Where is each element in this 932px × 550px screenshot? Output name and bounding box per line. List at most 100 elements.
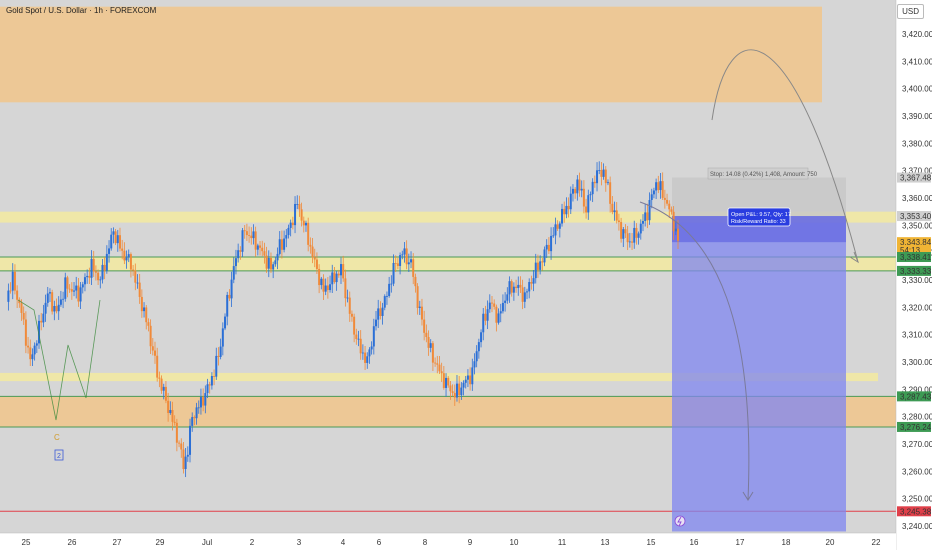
candle[interactable] <box>418 306 421 308</box>
candle[interactable] <box>46 293 49 303</box>
candle[interactable] <box>420 306 423 320</box>
candle[interactable] <box>473 361 476 368</box>
candle[interactable] <box>62 298 65 300</box>
candle[interactable] <box>245 231 248 236</box>
candle[interactable] <box>90 258 93 278</box>
candle[interactable] <box>650 194 653 200</box>
candle[interactable] <box>29 347 32 360</box>
candle[interactable] <box>151 346 154 351</box>
candle[interactable] <box>239 250 242 252</box>
candle[interactable] <box>105 253 108 271</box>
candle[interactable] <box>116 235 119 244</box>
candle[interactable] <box>250 235 253 239</box>
candle[interactable] <box>289 222 292 228</box>
candle[interactable] <box>324 285 327 292</box>
candle[interactable] <box>27 345 30 348</box>
candle[interactable] <box>276 253 279 261</box>
candle[interactable] <box>346 297 349 299</box>
candle[interactable] <box>582 188 585 207</box>
candle[interactable] <box>291 222 294 226</box>
candle[interactable] <box>471 367 474 385</box>
candle[interactable] <box>340 264 342 276</box>
candle[interactable] <box>226 294 229 317</box>
candle[interactable] <box>55 306 58 312</box>
candle[interactable] <box>554 224 557 236</box>
candle[interactable] <box>569 193 572 210</box>
candle[interactable] <box>114 231 117 244</box>
candle[interactable] <box>615 210 618 221</box>
candle[interactable] <box>506 294 509 301</box>
candle[interactable] <box>237 250 240 259</box>
candle[interactable] <box>256 245 259 250</box>
candle[interactable] <box>213 376 216 377</box>
candle[interactable] <box>7 290 10 302</box>
candle[interactable] <box>392 263 395 284</box>
candle[interactable] <box>175 422 178 443</box>
candle[interactable] <box>348 297 351 314</box>
candle[interactable] <box>659 181 662 191</box>
candle[interactable] <box>370 346 373 350</box>
candle[interactable] <box>493 303 496 307</box>
candle[interactable] <box>243 230 246 232</box>
candle[interactable] <box>375 319 378 327</box>
projection-curve-down[interactable] <box>639 201 750 501</box>
candle[interactable] <box>331 272 334 285</box>
candle[interactable] <box>414 276 417 287</box>
candle[interactable] <box>534 262 537 279</box>
candle[interactable] <box>162 386 165 391</box>
candle[interactable] <box>230 279 233 299</box>
candle[interactable] <box>396 263 399 266</box>
candle[interactable] <box>219 346 222 357</box>
candle[interactable] <box>550 235 553 252</box>
candle[interactable] <box>488 302 491 310</box>
candle[interactable] <box>259 245 262 248</box>
candle[interactable] <box>311 246 314 258</box>
candle[interactable] <box>38 320 41 344</box>
candle[interactable] <box>252 231 255 239</box>
candle[interactable] <box>628 241 631 243</box>
candle[interactable] <box>440 371 443 374</box>
candle[interactable] <box>180 443 183 450</box>
candle[interactable] <box>197 407 200 409</box>
candle[interactable] <box>657 182 660 191</box>
candle[interactable] <box>368 349 371 357</box>
candle[interactable] <box>326 285 329 291</box>
candle[interactable] <box>517 284 520 289</box>
candle[interactable] <box>265 255 268 269</box>
candle[interactable] <box>624 229 627 234</box>
candle[interactable] <box>515 286 518 289</box>
candle[interactable] <box>51 292 54 312</box>
candle[interactable] <box>674 228 677 232</box>
candle[interactable] <box>149 325 152 347</box>
candle[interactable] <box>565 205 568 215</box>
candle[interactable] <box>167 400 170 413</box>
candle[interactable] <box>587 195 590 213</box>
candle[interactable] <box>342 264 345 279</box>
candle[interactable] <box>462 382 465 388</box>
candle[interactable] <box>35 343 38 346</box>
candle[interactable] <box>482 313 485 333</box>
candle[interactable] <box>195 407 198 419</box>
candle[interactable] <box>635 227 638 238</box>
candle[interactable] <box>134 270 137 283</box>
candle[interactable] <box>160 378 163 391</box>
candle[interactable] <box>132 269 135 271</box>
candle[interactable] <box>53 306 56 312</box>
candle[interactable] <box>33 345 36 355</box>
candle[interactable] <box>241 230 244 252</box>
currency-button[interactable]: USD <box>897 4 924 19</box>
candle[interactable] <box>633 227 636 243</box>
candle[interactable] <box>208 384 211 386</box>
candle[interactable] <box>611 203 614 213</box>
candle[interactable] <box>221 328 224 347</box>
candle[interactable] <box>545 244 548 250</box>
candle[interactable] <box>519 284 522 288</box>
candle[interactable] <box>97 272 100 281</box>
candle[interactable] <box>9 290 12 292</box>
target-zone[interactable] <box>672 216 846 532</box>
candle[interactable] <box>377 308 380 320</box>
candle[interactable] <box>596 170 599 184</box>
candle[interactable] <box>77 285 80 302</box>
candle[interactable] <box>204 393 207 406</box>
